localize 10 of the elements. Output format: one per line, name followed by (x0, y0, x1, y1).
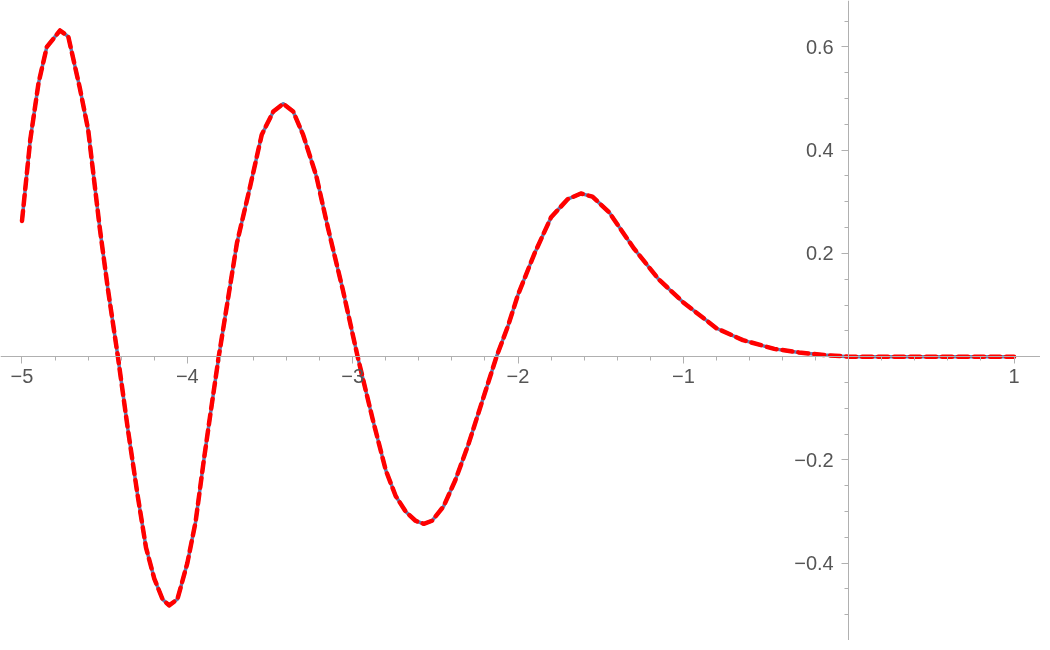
y-tick-label: −0.4 (794, 552, 834, 575)
x-tick-label: −1 (671, 364, 695, 387)
x-tick-label: 1 (1008, 364, 1020, 387)
x-tick-label: −4 (175, 364, 199, 387)
y-tick-label: −0.2 (794, 448, 834, 471)
x-tick-label: −5 (10, 364, 34, 387)
y-tick-label: 0.6 (805, 35, 834, 58)
y-tick-label: 0.4 (805, 139, 834, 162)
y-tick-label: 0.2 (805, 242, 834, 265)
x-tick-label: −2 (506, 364, 530, 387)
